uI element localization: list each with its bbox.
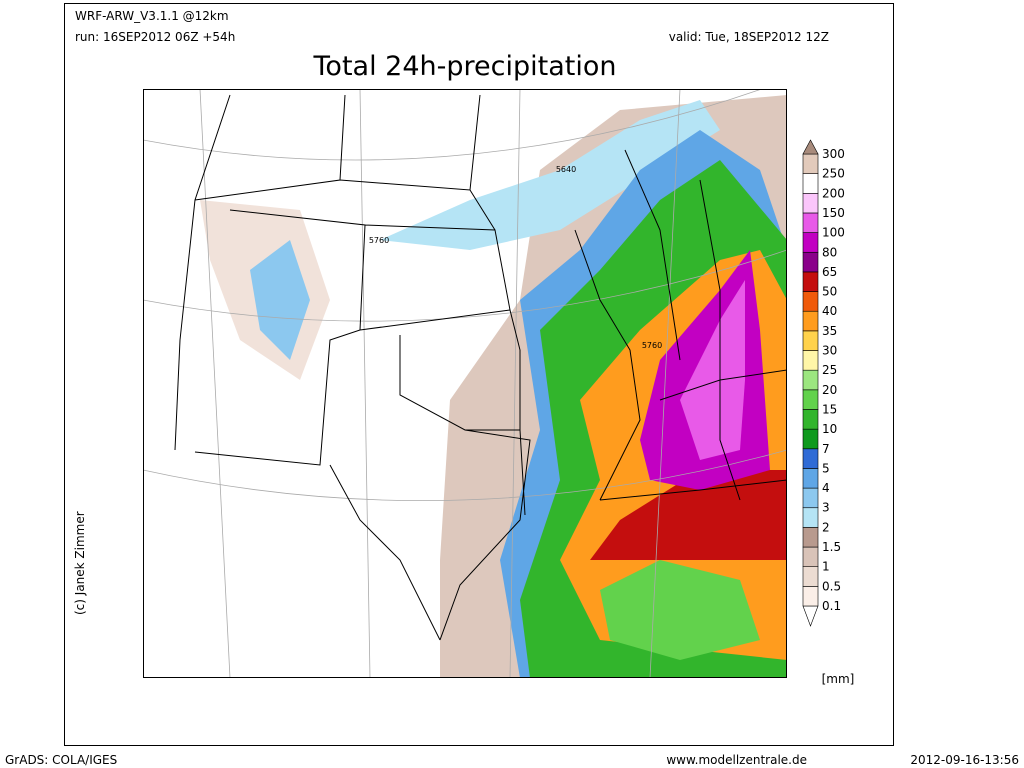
legend-swatch (802, 173, 819, 194)
state-borders (174, 94, 787, 641)
timestamp: 2012-09-16-13:56 (910, 753, 1019, 767)
legend-swatch (802, 389, 819, 410)
title: Total 24h-precipitation (313, 51, 617, 82)
legend-swatch (802, 291, 819, 312)
legend-swatch (802, 212, 819, 233)
legend-label: 30 (822, 344, 837, 358)
legend-swatch (802, 586, 819, 607)
legend-swatch (802, 448, 819, 469)
legend-swatch (802, 310, 819, 332)
valid-label: valid: Tue, 18SEP2012 12Z (669, 30, 829, 44)
legend-swatch (802, 153, 819, 174)
legend-swatch (802, 527, 819, 548)
legend-swatch (802, 330, 819, 351)
legend-label: 35 (822, 324, 837, 338)
credit: (c) Janek Zimmer (73, 511, 87, 615)
legend-swatch (802, 468, 819, 489)
legend-label: 200 (822, 186, 845, 200)
precip-blue (380, 100, 720, 250)
contour-label: 5640 (556, 165, 576, 174)
legend-swatch (802, 409, 819, 430)
contour-label: 5760 (642, 341, 662, 350)
legend-swatch (802, 369, 819, 391)
map: 5640 5760 5760 (143, 89, 787, 678)
legend-swatch (802, 350, 819, 371)
legend-label: 5 (822, 461, 830, 475)
legend-label: 150 (822, 206, 845, 220)
legend-label: 7 (822, 442, 830, 456)
map-border (143, 89, 787, 678)
legend-swatch (802, 193, 819, 214)
legend-swatch (802, 546, 819, 567)
frame (64, 3, 894, 746)
legend-label: 1 (822, 560, 830, 574)
legend-label: 1.5 (822, 540, 841, 554)
legend-swatch (802, 428, 819, 450)
precip-pink (680, 280, 745, 460)
legend-label: 0.1 (822, 599, 841, 613)
precip-blue (250, 240, 310, 360)
legend-label: 15 (822, 402, 837, 416)
legend: 0.1 0.5 1 1.5 2 3 4 5 7 10 15 20 25 30 35 40 50 65 80 100 15… (802, 139, 845, 627)
website: www.modellzentrale.de (666, 753, 807, 767)
legend-label: 25 (822, 363, 837, 377)
run-label: run: 16SEP2012 06Z +54h (75, 30, 235, 44)
contour-label: 5760 (369, 236, 389, 245)
legend-swatch (802, 566, 819, 587)
legend-label: 20 (822, 383, 837, 397)
grid-lines (143, 89, 787, 678)
legend-label: 40 (822, 304, 837, 318)
legend-swatch (802, 507, 819, 528)
precip-green (600, 560, 760, 660)
legend-label: 300 (822, 147, 845, 161)
model-label: WRF-ARW_V3.1.1 @12km (75, 9, 229, 23)
legend-label: 3 (822, 501, 830, 515)
legend-label: 65 (822, 265, 837, 279)
legend-swatch (802, 251, 819, 273)
legend-label: 4 (822, 481, 830, 495)
legend-label: 50 (822, 285, 837, 299)
legend-label: 100 (822, 226, 845, 240)
legend-label: 10 (822, 422, 837, 436)
legend-swatch (802, 232, 819, 253)
legend-label: 80 (822, 245, 837, 259)
legend-label: 2 (822, 520, 830, 534)
legend-swatch (802, 271, 819, 292)
legend-label: 0.5 (822, 579, 841, 593)
legend-arrow (802, 139, 819, 155)
legend-unit: [mm] (822, 672, 855, 686)
legend-swatch (802, 487, 819, 509)
software: GrADS: COLA/IGES (5, 753, 117, 767)
legend-label: 250 (822, 167, 845, 181)
